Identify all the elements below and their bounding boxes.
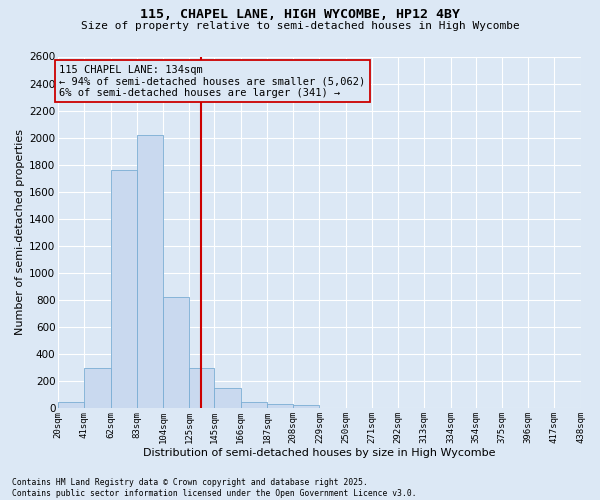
Bar (58, 402, 85, 408)
Bar (137, 135, 163, 408)
Bar (85, 368, 110, 408)
Text: Contains HM Land Registry data © Crown copyright and database right 2025.
Contai: Contains HM Land Registry data © Crown c… (12, 478, 416, 498)
Text: 115, CHAPEL LANE, HIGH WYCOMBE, HP12 4BY: 115, CHAPEL LANE, HIGH WYCOMBE, HP12 4BY (140, 8, 460, 20)
Bar (214, 388, 241, 408)
Bar (241, 402, 267, 408)
Bar (190, 368, 214, 408)
Bar (267, 404, 293, 408)
Bar (293, 405, 319, 408)
Text: Size of property relative to semi-detached houses in High Wycombe: Size of property relative to semi-detach… (80, 21, 520, 31)
Bar (110, 170, 137, 408)
Bar (163, 298, 190, 408)
Text: 115 CHAPEL LANE: 134sqm
← 94% of semi-detached houses are smaller (5,062)
6% of : 115 CHAPEL LANE: 134sqm ← 94% of semi-de… (59, 64, 365, 98)
Y-axis label: Number of semi-detached properties: Number of semi-detached properties (15, 130, 25, 336)
X-axis label: Distribution of semi-detached houses by size in High Wycombe: Distribution of semi-detached houses by … (143, 448, 496, 458)
